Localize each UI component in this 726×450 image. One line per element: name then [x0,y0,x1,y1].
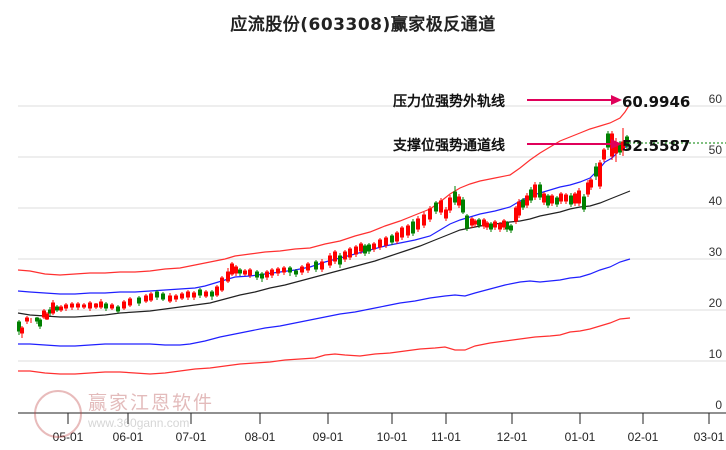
upper-band-label: 压力位强势外轨线 [393,93,505,110]
outer-lower-band [18,317,631,375]
svg-text:30: 30 [709,245,723,259]
svg-text:03-01: 03-01 [694,430,725,444]
svg-text:20: 20 [709,296,723,310]
svg-text:06-01: 06-01 [113,430,144,444]
support-line-label: 支撑位强势通道线 [392,137,505,154]
svg-text:40: 40 [709,194,723,208]
grid [18,105,726,362]
svg-text:10: 10 [709,347,723,361]
watermark-seal-icon [34,390,82,438]
x-axis: 05-01 06-01 07-01 08-01 09-01 10-01 11-0… [18,412,726,444]
upper-band-value: 60.9946 [622,93,690,111]
svg-text:02-01: 02-01 [628,430,659,444]
inner-upper-band [17,145,629,295]
middle-line [17,190,631,318]
outer-upper-band [17,103,631,276]
svg-text:01-01: 01-01 [565,430,596,444]
watermark-brand: 赢家江恩软件 [88,392,215,414]
y-axis: 60 50 40 30 20 10 0 [709,92,723,412]
annotation-arrows [527,95,622,149]
svg-text:07-01: 07-01 [176,430,207,444]
watermark: 赢家江恩软件 www.360gann.com [32,388,232,438]
svg-text:08-01: 08-01 [245,430,276,444]
watermark-url: www.360gann.com [88,416,190,430]
inner-lower-band [18,258,631,347]
svg-text:60: 60 [709,92,723,106]
candlesticks [17,128,629,338]
support-line-value: 52.5587 [622,137,690,155]
chart-title: 应流股份(603308)赢家极反通道 [230,15,496,35]
svg-text:0: 0 [715,398,722,412]
svg-text:11-01: 11-01 [431,430,461,444]
svg-text:09-01: 09-01 [313,430,344,444]
svg-text:10-01: 10-01 [377,430,408,444]
svg-text:12-01: 12-01 [497,430,528,444]
svg-text:50: 50 [709,143,723,157]
